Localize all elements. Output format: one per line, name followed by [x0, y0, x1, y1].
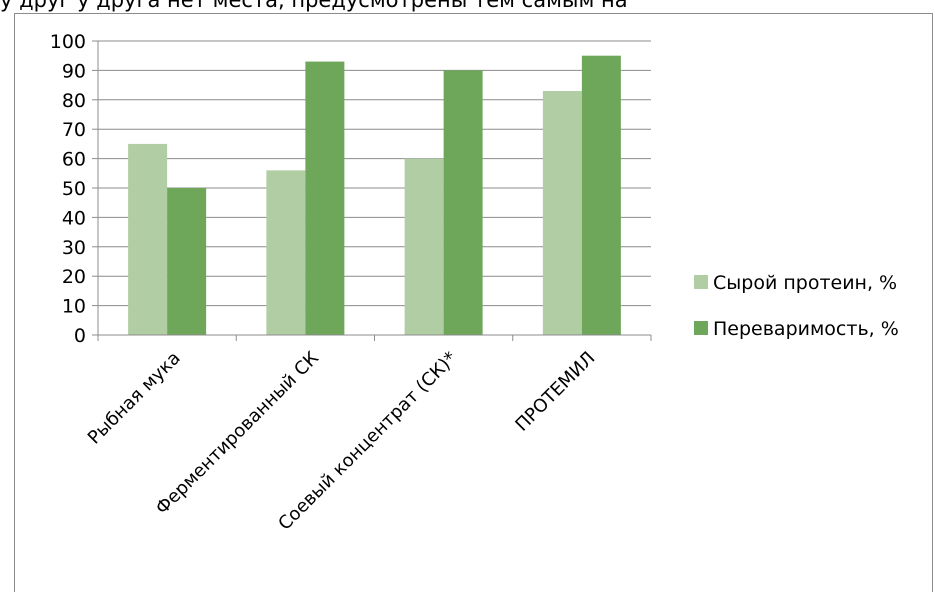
- bar-digestibility: [305, 61, 345, 336]
- x-category-label: Рыбная мука: [84, 348, 185, 449]
- y-tick-label: 30: [62, 237, 86, 259]
- bar-digestibility: [167, 188, 207, 335]
- x-category-label: ПРОТЕМИЛ: [511, 348, 599, 436]
- y-tick-label: 20: [62, 266, 86, 288]
- y-tick-label: 60: [62, 149, 86, 171]
- legend-label: Сырой протеин, %: [713, 272, 897, 294]
- y-tick-label: 10: [62, 296, 86, 318]
- legend-label: Переваримость, %: [713, 318, 899, 340]
- bar-protein: [542, 90, 582, 335]
- y-tick-label: 90: [62, 60, 86, 82]
- bar-digestibility: [581, 55, 621, 335]
- legend-swatch: [694, 321, 708, 335]
- bar-protein: [266, 170, 306, 335]
- y-tick-label: 40: [62, 207, 86, 229]
- y-tick-label: 50: [62, 178, 86, 200]
- y-tick-label: 100: [50, 31, 86, 53]
- bar-protein: [128, 143, 168, 335]
- legend: Сырой протеин, % Переваримость, %: [694, 272, 899, 340]
- top-text: у друг у друга нет места, предусмотрены …: [0, 0, 628, 12]
- y-tick-label: 70: [62, 119, 86, 141]
- y-tick-labels: 0 10 20 30 40 50 60 70 80 90 100: [50, 31, 86, 347]
- chart-frame: [14, 13, 933, 592]
- bar-digestibility: [443, 70, 483, 336]
- legend-swatch: [694, 275, 708, 289]
- bar-protein: [404, 158, 444, 335]
- y-tick-label: 80: [62, 90, 86, 112]
- axes: [92, 40, 652, 341]
- y-tick-label: 0: [74, 325, 86, 347]
- x-category-label: Ферментированный СК: [152, 348, 323, 519]
- bars: [128, 55, 621, 336]
